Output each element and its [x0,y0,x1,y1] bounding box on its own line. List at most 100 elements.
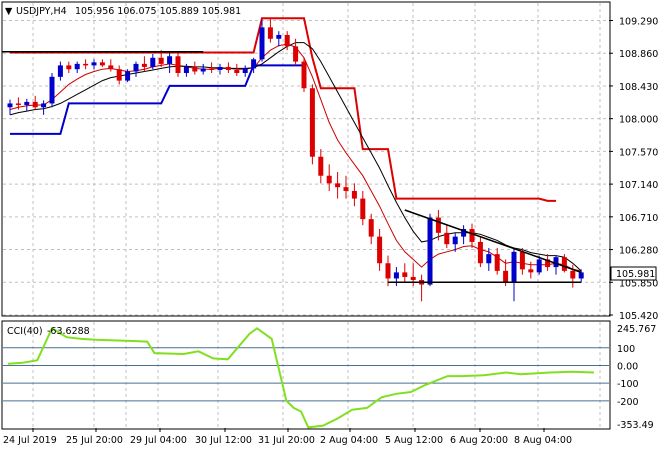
donchian-lower [10,64,304,135]
candle-body [553,257,559,268]
candle-body [158,57,164,64]
trendlines[interactable] [1,50,582,284]
candle-body [545,259,551,268]
price-tick-label: 107.140 [619,180,658,191]
price-panel [1,1,611,317]
candle-body [402,272,408,277]
cci-tick-label: 100 [617,344,635,355]
candle-body [335,183,341,188]
candle-body [259,27,265,60]
candles[interactable] [7,18,584,302]
candle-body [150,57,156,67]
candle-body [377,236,383,264]
candle-body [452,236,458,245]
cci-panel [1,320,611,430]
candle-body [301,61,307,89]
candle-body [125,71,131,81]
candle-body [66,65,72,70]
candle-body [519,251,525,270]
candle-body [15,103,21,105]
candle-body [494,254,500,271]
price-tick-label: 106.280 [619,246,658,257]
collapse-arrow-icon[interactable]: ▼ [5,6,13,17]
candle-body [74,63,80,70]
donchian-upper [10,17,556,202]
price-tick-label: 108.430 [619,82,658,93]
cci-tick-label: 0.00 [617,361,638,372]
candle-body [225,66,231,70]
candle-body [410,276,416,280]
time-tick-label: 5 Aug 12:00 [385,435,443,446]
time-tick-label: 25 Jul 20:00 [66,435,123,446]
candle-body [209,68,215,70]
candle-body [49,76,55,104]
candle-body [183,66,189,74]
candle-body [536,259,542,273]
candle-body [234,69,240,74]
trendline [404,209,582,274]
price-tick-label: 107.570 [619,147,658,158]
candle-body [486,254,492,264]
candle-body [217,66,223,70]
time-tick-label: 30 Jul 12:00 [195,435,252,446]
candle-body [91,62,97,66]
price-tick-label: 105.420 [619,311,658,322]
current-price: 105.981 [616,269,655,280]
candle-body [343,187,349,191]
time-tick-label: 24 Jul 2019 [3,435,57,446]
time-tick-label: 6 Aug 20:00 [450,435,508,446]
candle-body [570,270,576,279]
candle-body [427,217,433,285]
candle-body [192,66,198,72]
candle-body [578,272,584,279]
cci-value: -63.6288 [47,326,90,337]
time-tick-label: 31 Jul 20:00 [258,435,315,446]
candle-body [309,88,315,157]
candle-body [503,270,509,283]
candle-body [133,63,139,72]
donchian-channel [10,17,556,202]
candle-body [511,251,517,283]
cci-levels [3,347,609,402]
price-tick-label: 108.000 [619,115,658,126]
candle-body [435,217,441,233]
candle-body [7,103,13,108]
candle-body [276,34,282,39]
candle-body [318,156,324,176]
candle-body [32,101,38,108]
candle-body [141,63,147,67]
candle-body [57,65,63,77]
candle-body [175,56,181,74]
candle-body [83,63,89,66]
cci-axis: 245.767 100 0.00 -100 -200 -353.49 [617,324,656,431]
cci-tick-label: -200 [617,397,639,408]
time-tick-label: 2 Aug 04:00 [320,435,378,446]
candle-body [41,103,47,108]
candle-body [360,198,366,220]
candle-body [477,241,483,264]
price-axis: 109.290 108.860 108.430 108.000 107.570 107.1… [609,17,658,322]
candle-body [469,229,475,242]
candle-body [393,272,399,279]
cci-line [7,326,595,429]
cci-tick-label: -100 [617,379,639,390]
cci-series [7,326,595,429]
candle-body [242,68,248,74]
price-tick-label: 106.710 [619,213,658,224]
candle-body [99,62,105,66]
candle-body [385,263,391,279]
candle-body [116,69,122,81]
cci-title: CCI(40) [7,326,43,337]
candle-body [528,269,534,273]
candle-body [267,27,273,39]
candle-body [444,232,450,245]
cci-tick-label: -353.49 [617,420,654,431]
candle-body [326,175,332,184]
price-tick-label: 108.860 [619,49,658,60]
symbol-timeframe: USDJPY,H4 [16,6,67,17]
candle-body [200,68,206,72]
candle-body [284,34,290,47]
current-price-tag [610,266,657,281]
cci-tick-label: 245.767 [617,324,656,335]
